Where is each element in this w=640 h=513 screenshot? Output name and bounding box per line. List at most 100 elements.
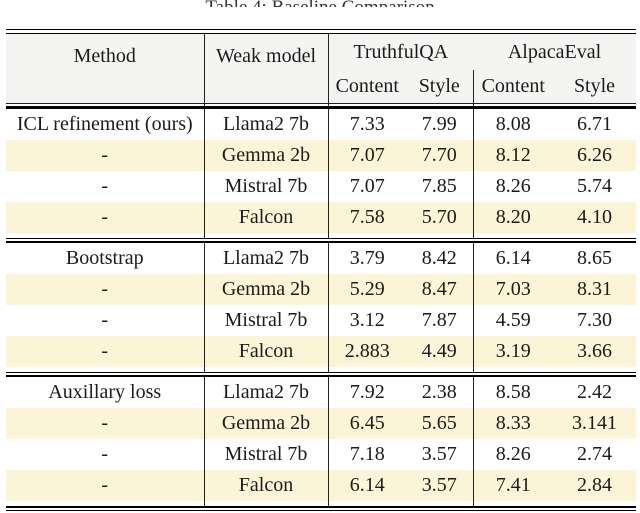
header-body-gap: [6, 103, 636, 106]
header-group-truthfulqa: TruthfulQA: [328, 34, 473, 70]
cell-ae-content: 3.19: [473, 336, 553, 367]
cell-ae-content: 8.26: [495, 443, 531, 465]
table-caption-cropped: Table 4: Baseline Comparison: [0, 0, 640, 7]
cell-ae-content: 4.59: [495, 309, 531, 331]
table-header: Method Weak model TruthfulQA AlpacaEval …: [6, 34, 636, 103]
block-bootstrap: Bootstrap Llama2 7b 3.79 8.42 6.14 8.65 …: [6, 243, 636, 367]
results-table: Method Weak model TruthfulQA AlpacaEval …: [6, 34, 636, 511]
cell-tqa-style: 3.57: [406, 470, 474, 501]
cell-tqa-style: 8.42: [406, 243, 474, 274]
header-weak-model: Weak model: [204, 34, 329, 103]
cell-ae-style: 3.141: [553, 408, 636, 439]
block-gap: [6, 367, 636, 372]
table-row: - Gemma 2b 7.07 7.70 8.12 6.26: [6, 140, 636, 171]
cell-ae-content: 8.58: [495, 381, 531, 403]
table-row: - Gemma 2b 5.29 8.47 7.03 8.31: [6, 274, 636, 305]
rule-top-double: [6, 29, 636, 34]
cell-tqa-content: 7.33: [349, 113, 385, 135]
header-ae-style: Style: [553, 70, 636, 103]
cell-tqa-content: 5.29: [328, 274, 406, 305]
cell-weak-model: Falcon: [204, 470, 329, 501]
header-row-groups: Method Weak model TruthfulQA AlpacaEval: [6, 34, 636, 103]
cell-tqa-content: 3.12: [349, 309, 385, 331]
cell-method: -: [6, 408, 205, 439]
cell-method: ICL refinement (ours): [6, 109, 205, 140]
cell-weak-model: Gemma 2b: [204, 274, 329, 305]
cell-weak-model: Mistral 7b: [204, 171, 329, 202]
cell-tqa-content: 3.79: [349, 247, 385, 269]
block-auxillary-loss: Auxillary loss Llama2 7b 7.92 2.38 8.58 …: [6, 377, 636, 501]
cell-tqa-content: 6.45: [328, 408, 406, 439]
cell-tqa-style: 8.47: [406, 274, 474, 305]
cell-ae-style: 8.31: [553, 274, 636, 305]
cell-ae-content: 7.03: [473, 274, 553, 305]
cell-ae-style: 7.30: [577, 309, 612, 331]
cell-weak-model: Mistral 7b: [204, 305, 329, 336]
cell-ae-style: 6.71: [577, 113, 612, 135]
table-row: Auxillary loss Llama2 7b 7.92 2.38 8.58 …: [6, 377, 636, 408]
cell-tqa-content: 7.92: [349, 381, 385, 403]
cell-ae-style: 4.10: [553, 202, 636, 233]
cell-tqa-style: 4.49: [406, 336, 474, 367]
cell-tqa-content: 7.07: [349, 175, 385, 197]
cell-tqa-style: 7.85: [406, 171, 474, 202]
cell-weak-model: Llama2 7b: [204, 243, 329, 274]
header-ae-content: Content: [473, 70, 553, 103]
cell-method: -: [6, 336, 205, 367]
table-row: Bootstrap Llama2 7b 3.79 8.42 6.14 8.65: [6, 243, 636, 274]
table-row: - Mistral 7b 7.18 3.57 8.26 2.74: [6, 439, 636, 470]
cell-ae-style: 6.26: [553, 140, 636, 171]
cell-method: -: [6, 305, 205, 336]
cell-ae-style: 2.42: [577, 381, 612, 403]
cell-tqa-content: 2.883: [328, 336, 406, 367]
header-tqa-content: Content: [328, 70, 406, 103]
cell-ae-content: 8.33: [473, 408, 553, 439]
block-gap: [6, 233, 636, 238]
cell-method: -: [6, 140, 205, 171]
rule-header-thick: [6, 106, 636, 109]
cell-ae-content: 7.41: [473, 470, 553, 501]
cell-weak-model: Llama2 7b: [204, 109, 329, 140]
cell-method: -: [6, 274, 205, 305]
cell-ae-content: 8.26: [495, 175, 531, 197]
cell-method: Auxillary loss: [6, 377, 205, 408]
table-row: - Falcon 6.14 3.57 7.41 2.84: [6, 470, 636, 501]
results-table-wrap: Method Weak model TruthfulQA AlpacaEval …: [6, 34, 636, 511]
rule-mid-double: [6, 238, 636, 243]
cell-weak-model: Gemma 2b: [204, 140, 329, 171]
cell-ae-style: 2.84: [553, 470, 636, 501]
cell-ae-content: 8.08: [495, 113, 531, 135]
bottom-gap: [6, 501, 636, 506]
cell-tqa-content: 7.07: [328, 140, 406, 171]
cell-weak-model: Mistral 7b: [204, 439, 329, 470]
header-group-alpacaeval: AlpacaEval: [473, 34, 636, 70]
table-row: ICL refinement (ours) Llama2 7b 7.33 7.9…: [6, 109, 636, 140]
cell-method: Bootstrap: [6, 243, 205, 274]
rule-mid-double: [6, 372, 636, 377]
table-caption-text: Table 4: Baseline Comparison: [205, 0, 434, 7]
cell-method: -: [6, 439, 205, 470]
cell-tqa-content: 7.58: [328, 202, 406, 233]
cell-tqa-style: 7.99: [406, 109, 474, 140]
header-tqa-style: Style: [406, 70, 474, 103]
cell-ae-content: 8.20: [473, 202, 553, 233]
cell-weak-model: Falcon: [204, 336, 329, 367]
cell-ae-content: 6.14: [495, 247, 531, 269]
header-row-subcolumns: Content Style Content Style: [6, 70, 636, 103]
table-row: - Mistral 7b 3.12 7.87 4.59 7.30: [6, 305, 636, 336]
cell-ae-style: 3.66: [553, 336, 636, 367]
cell-tqa-content: 7.18: [349, 443, 385, 465]
table-row: - Falcon 2.883 4.49 3.19 3.66: [6, 336, 636, 367]
cell-weak-model: Falcon: [204, 202, 329, 233]
header-method: Method: [6, 34, 205, 103]
cell-ae-style: 5.74: [577, 175, 612, 197]
cell-tqa-style: 3.57: [406, 439, 474, 470]
cell-tqa-style: 5.70: [406, 202, 474, 233]
cell-tqa-style: 7.70: [406, 140, 474, 171]
cell-ae-style: 2.74: [577, 443, 612, 465]
block-icl-refinement: ICL refinement (ours) Llama2 7b 7.33 7.9…: [6, 109, 636, 233]
cell-method: -: [6, 202, 205, 233]
rule-bottom-double: [6, 506, 636, 511]
cell-ae-style: 8.65: [577, 247, 612, 269]
